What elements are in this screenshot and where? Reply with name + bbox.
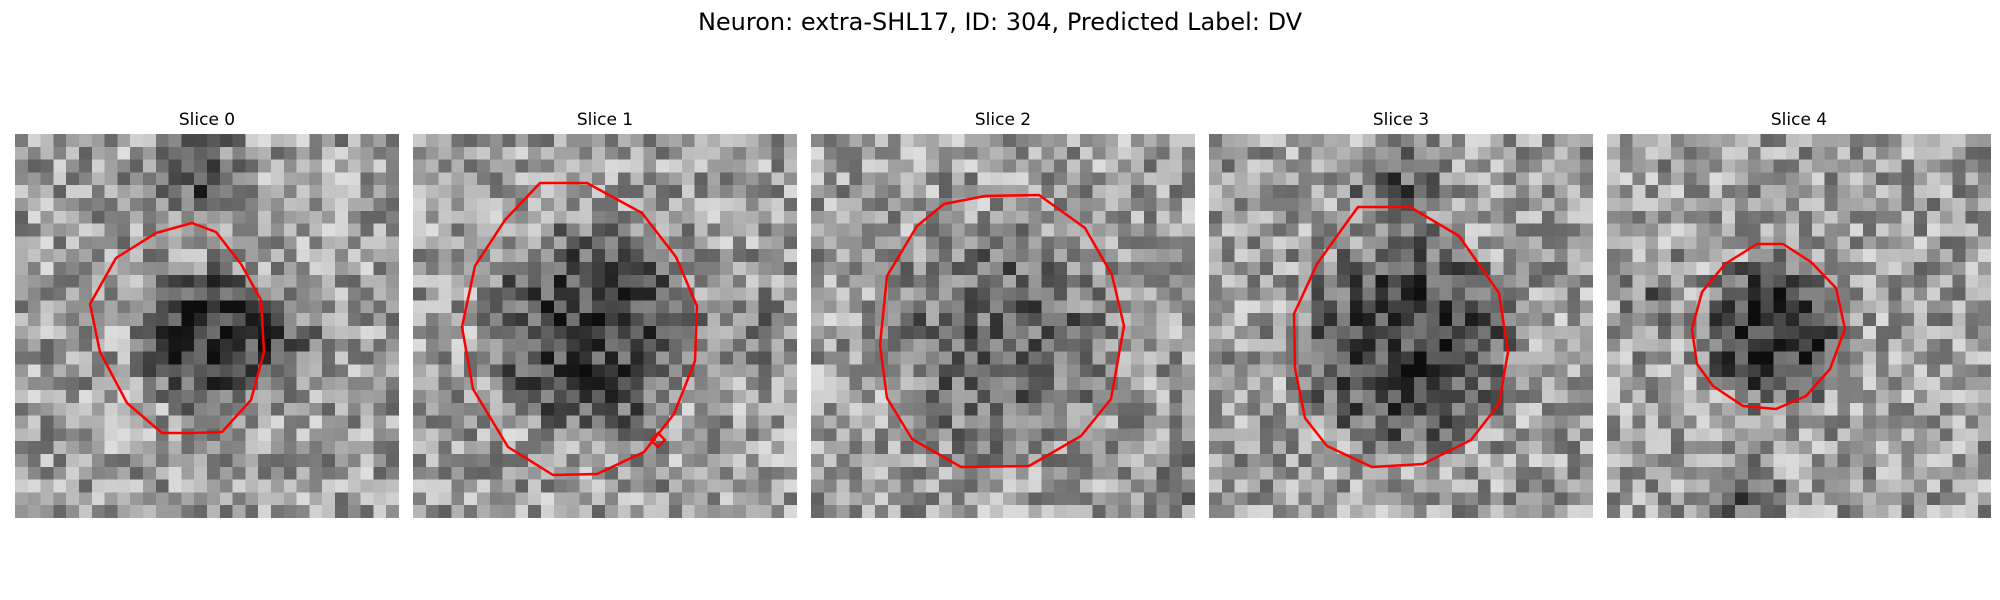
slice-title: Slice 1 bbox=[576, 110, 634, 130]
slice-title: Slice 0 bbox=[178, 110, 236, 130]
cell-contour bbox=[460, 181, 699, 477]
slice-title: Slice 4 bbox=[1770, 110, 1828, 130]
slice-image bbox=[811, 134, 1195, 518]
slice-title: Slice 2 bbox=[974, 110, 1032, 130]
figure-title: Neuron: extra-SHL17, ID: 304, Predicted … bbox=[697, 8, 1303, 36]
slice-panel-4: Slice 4 bbox=[1607, 108, 1991, 518]
slice-image bbox=[1209, 134, 1593, 518]
slice-panel-1: Slice 1 bbox=[413, 108, 797, 518]
slice-image bbox=[15, 134, 399, 518]
cell-contour bbox=[88, 221, 266, 435]
slice-image bbox=[413, 134, 797, 518]
slice-panel-2: Slice 2 bbox=[811, 108, 1195, 518]
slice-title: Slice 3 bbox=[1372, 110, 1430, 130]
cell-contour bbox=[1292, 205, 1510, 469]
slice-panel-3: Slice 3 bbox=[1209, 108, 1593, 518]
cell-contour bbox=[878, 193, 1126, 469]
cell-contour bbox=[1690, 242, 1847, 411]
slice-panel-0: Slice 0 bbox=[15, 108, 399, 518]
slice-image bbox=[1607, 134, 1991, 518]
